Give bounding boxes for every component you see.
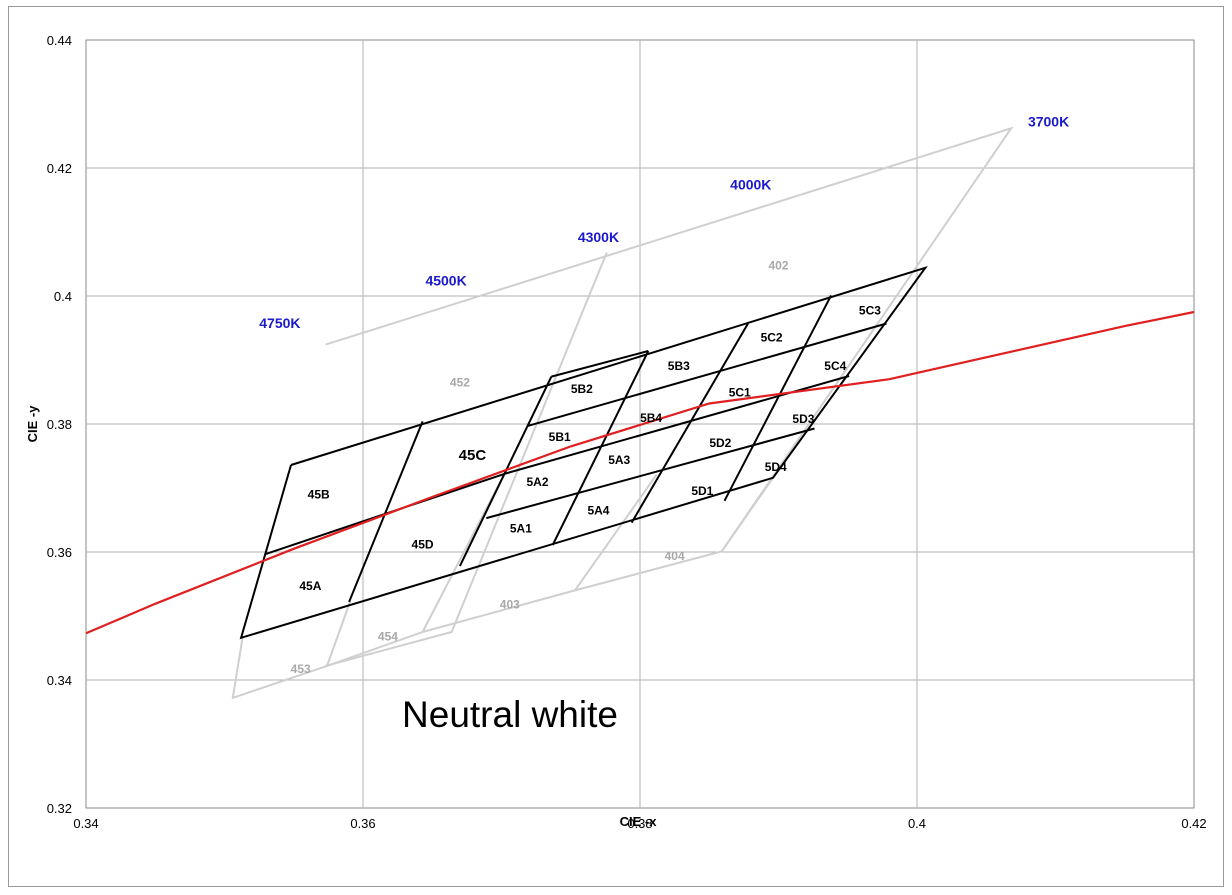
bin-label-5b4: 5B4 — [640, 411, 662, 425]
y-tick-label: 0.42 — [47, 161, 72, 176]
black-bin-line — [486, 427, 815, 520]
y-tick-label: 0.32 — [47, 801, 72, 816]
bin-label-5d2: 5D2 — [709, 436, 731, 450]
bin-label-403: 403 — [500, 597, 520, 611]
black-bin-line — [551, 350, 650, 546]
bin-label-5a3: 5A3 — [608, 453, 630, 467]
black-bin-line — [348, 421, 424, 603]
bin-label-5a2: 5A2 — [527, 475, 549, 489]
annotation-neutral-white: Neutral white — [402, 694, 618, 735]
bin-label-453: 453 — [291, 662, 311, 676]
bin-label-5d1: 5D1 — [691, 484, 713, 498]
bin-label-45d: 45D — [412, 537, 434, 551]
y-axis-title: CIE -y — [25, 405, 40, 443]
x-axis-title: CIE -x — [620, 814, 658, 829]
x-tick-label: 0.34 — [73, 816, 98, 831]
bin-label-5d4: 5D4 — [765, 460, 787, 474]
gray-bin-line — [325, 252, 608, 667]
bin-label-45c: 45C — [459, 447, 487, 464]
y-tick-label: 0.38 — [47, 417, 72, 432]
gray-bin-line — [720, 477, 774, 552]
gray-bin-outlines — [231, 126, 1014, 700]
bin-label-5b2: 5B2 — [571, 382, 593, 396]
x-tick-label: 0.42 — [1181, 816, 1206, 831]
gray-bin-line — [326, 600, 352, 667]
bin-label-454: 454 — [378, 629, 398, 643]
bin-label-5c4: 5C4 — [824, 359, 846, 373]
blackbody-curve-layer — [85, 310, 1195, 635]
bin-label-5b1: 5B1 — [549, 430, 571, 444]
bin-label-5b3: 5B3 — [668, 359, 690, 373]
y-tick-label: 0.44 — [47, 33, 72, 48]
y-tick-label: 0.36 — [47, 545, 72, 560]
cct-label-4300k: 4300K — [578, 229, 619, 245]
chart-frame — [8, 6, 1224, 887]
gray-bin-line — [231, 126, 1014, 700]
bin-label-45b: 45B — [308, 487, 330, 501]
axis-ticks: 0.34 0.36 0.38 0.4 0.420.320.340.360.380.40.… — [47, 33, 1207, 831]
black-bin-line — [458, 376, 553, 567]
bin-label-5a4: 5A4 — [587, 503, 609, 517]
gray-bin-line — [574, 474, 658, 591]
bin-label-404: 404 — [665, 549, 685, 563]
bin-label-5d3: 5D3 — [792, 412, 814, 426]
bin-label-402: 402 — [768, 258, 788, 272]
bin-label-5c3: 5C3 — [859, 304, 881, 318]
y-tick-label: 0.4 — [54, 289, 72, 304]
bin-label-5c1: 5C1 — [729, 386, 751, 400]
cct-label-4500k: 4500K — [425, 273, 466, 289]
black-bin-line — [551, 350, 649, 378]
x-tick-label: 0.36 — [350, 816, 375, 831]
cct-label-4000k: 4000K — [730, 177, 771, 193]
bin-label-452: 452 — [450, 375, 470, 389]
black-bin-line — [723, 294, 832, 502]
cct-label-3700k: 3700K — [1028, 113, 1069, 129]
bin-label-45a: 45A — [299, 579, 321, 593]
cct-label-4750k: 4750K — [259, 315, 300, 331]
blackbody-curve — [85, 310, 1195, 635]
black-bin-line — [630, 322, 749, 524]
x-tick-label: 0.38 — [627, 816, 652, 831]
bin-labels: 45A 45B 45C 45D 5A1 5A2 5A3 5A4 5B1 5B2 5B3 5B4 5C1 5… — [259, 113, 1069, 676]
bin-label-5a1: 5A1 — [510, 521, 532, 535]
black-bin-line — [239, 265, 928, 640]
bin-label-5c2: 5C2 — [761, 331, 783, 345]
black-bin-line — [527, 322, 887, 427]
y-tick-label: 0.34 — [47, 673, 72, 688]
x-tick-label: 0.4 — [908, 816, 926, 831]
black-bin-outlines — [239, 265, 928, 640]
